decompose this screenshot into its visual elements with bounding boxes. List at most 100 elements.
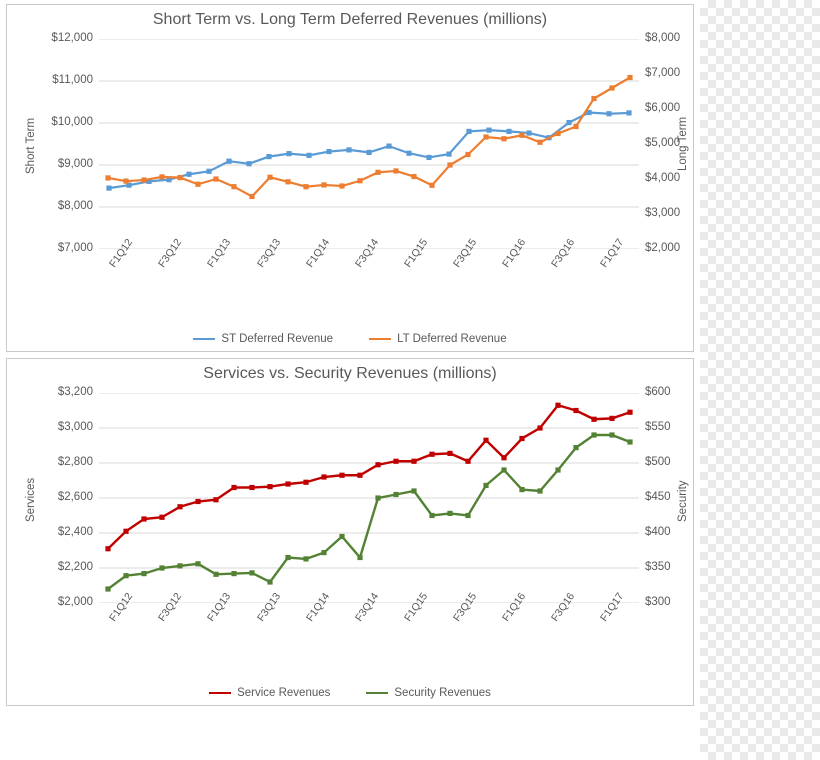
series-marker bbox=[159, 565, 164, 570]
series-marker bbox=[465, 459, 470, 464]
series-marker bbox=[357, 555, 362, 560]
yright-label: Security bbox=[677, 480, 689, 522]
series-marker bbox=[186, 172, 191, 177]
yright-tick: $500 bbox=[645, 456, 671, 468]
series-line bbox=[108, 78, 630, 197]
series-marker bbox=[411, 174, 416, 179]
series-marker bbox=[339, 473, 344, 478]
series-marker bbox=[555, 403, 560, 408]
series-marker bbox=[486, 128, 491, 133]
yright-tick: $2,000 bbox=[645, 242, 680, 254]
legend-label: Service Revenues bbox=[237, 687, 330, 699]
yleft-tick: $3,200 bbox=[41, 386, 93, 398]
legend-item: Security Revenues bbox=[366, 687, 491, 699]
legend-item: ST Deferred Revenue bbox=[193, 333, 333, 345]
series-marker bbox=[375, 170, 380, 175]
yleft-tick: $2,000 bbox=[41, 596, 93, 608]
series-marker bbox=[537, 488, 542, 493]
series-marker bbox=[393, 168, 398, 173]
yright-tick: $600 bbox=[645, 386, 671, 398]
series-marker bbox=[393, 492, 398, 497]
series-marker bbox=[303, 184, 308, 189]
series-marker bbox=[249, 485, 254, 490]
series-marker bbox=[609, 432, 614, 437]
plot-area bbox=[99, 393, 639, 603]
series-marker bbox=[267, 579, 272, 584]
series-marker bbox=[357, 473, 362, 478]
yright-tick: $8,000 bbox=[645, 32, 680, 44]
yleft-tick: $7,000 bbox=[41, 242, 93, 254]
series-marker bbox=[386, 144, 391, 149]
series-marker bbox=[141, 571, 146, 576]
yleft-label: Services bbox=[25, 478, 37, 522]
yleft-tick: $3,000 bbox=[41, 421, 93, 433]
series-marker bbox=[411, 488, 416, 493]
series-marker bbox=[226, 159, 231, 164]
yleft-tick: $11,000 bbox=[41, 74, 93, 86]
series-marker bbox=[159, 515, 164, 520]
legend-swatch bbox=[209, 692, 231, 695]
series-marker bbox=[285, 179, 290, 184]
series-marker bbox=[429, 183, 434, 188]
legend: ST Deferred Revenue LT Deferred Revenue bbox=[7, 333, 693, 345]
yleft-tick: $2,400 bbox=[41, 526, 93, 538]
series-marker bbox=[555, 467, 560, 472]
series-marker bbox=[573, 445, 578, 450]
series-marker bbox=[267, 484, 272, 489]
legend-item: LT Deferred Revenue bbox=[369, 333, 507, 345]
series-marker bbox=[519, 436, 524, 441]
yright-tick: $4,000 bbox=[645, 172, 680, 184]
series-marker bbox=[591, 96, 596, 101]
series-marker bbox=[366, 150, 371, 155]
series-marker bbox=[321, 474, 326, 479]
series-marker bbox=[231, 571, 236, 576]
series-marker bbox=[609, 416, 614, 421]
series-marker bbox=[106, 186, 111, 191]
series-marker bbox=[506, 129, 511, 134]
series-marker bbox=[519, 487, 524, 492]
series-marker bbox=[195, 561, 200, 566]
series-marker bbox=[321, 182, 326, 187]
series-marker bbox=[447, 511, 452, 516]
series-marker bbox=[411, 459, 416, 464]
series-line bbox=[108, 435, 630, 589]
series-marker bbox=[627, 439, 632, 444]
series-marker bbox=[501, 136, 506, 141]
legend-swatch bbox=[369, 338, 391, 341]
series-marker bbox=[606, 111, 611, 116]
series-marker bbox=[195, 499, 200, 504]
series-marker bbox=[105, 586, 110, 591]
yright-tick: $3,000 bbox=[645, 207, 680, 219]
series-marker bbox=[466, 129, 471, 134]
series-marker bbox=[627, 75, 632, 80]
series-marker bbox=[346, 147, 351, 152]
legend-label: ST Deferred Revenue bbox=[221, 333, 333, 345]
series-marker bbox=[465, 513, 470, 518]
series-marker bbox=[303, 556, 308, 561]
series-marker bbox=[375, 495, 380, 500]
series-marker bbox=[501, 467, 506, 472]
yright-tick: $450 bbox=[645, 491, 671, 503]
series-marker bbox=[141, 516, 146, 521]
yright-tick: $400 bbox=[645, 526, 671, 538]
yright-tick: $300 bbox=[645, 596, 671, 608]
series-marker bbox=[357, 178, 362, 183]
chart1-title: Short Term vs. Long Term Deferred Revenu… bbox=[7, 5, 693, 29]
legend-label: Security Revenues bbox=[394, 687, 491, 699]
series-marker bbox=[566, 120, 571, 125]
series-marker bbox=[177, 504, 182, 509]
series-marker bbox=[249, 194, 254, 199]
series-marker bbox=[339, 183, 344, 188]
series-marker bbox=[206, 169, 211, 174]
series-marker bbox=[339, 534, 344, 539]
series-marker bbox=[573, 408, 578, 413]
series-marker bbox=[446, 151, 451, 156]
series-marker bbox=[123, 179, 128, 184]
series-marker bbox=[537, 425, 542, 430]
series-marker bbox=[519, 133, 524, 138]
series-marker bbox=[246, 161, 251, 166]
yleft-tick: $2,600 bbox=[41, 491, 93, 503]
series-marker bbox=[501, 455, 506, 460]
plot-area bbox=[99, 39, 639, 249]
series-marker bbox=[429, 513, 434, 518]
